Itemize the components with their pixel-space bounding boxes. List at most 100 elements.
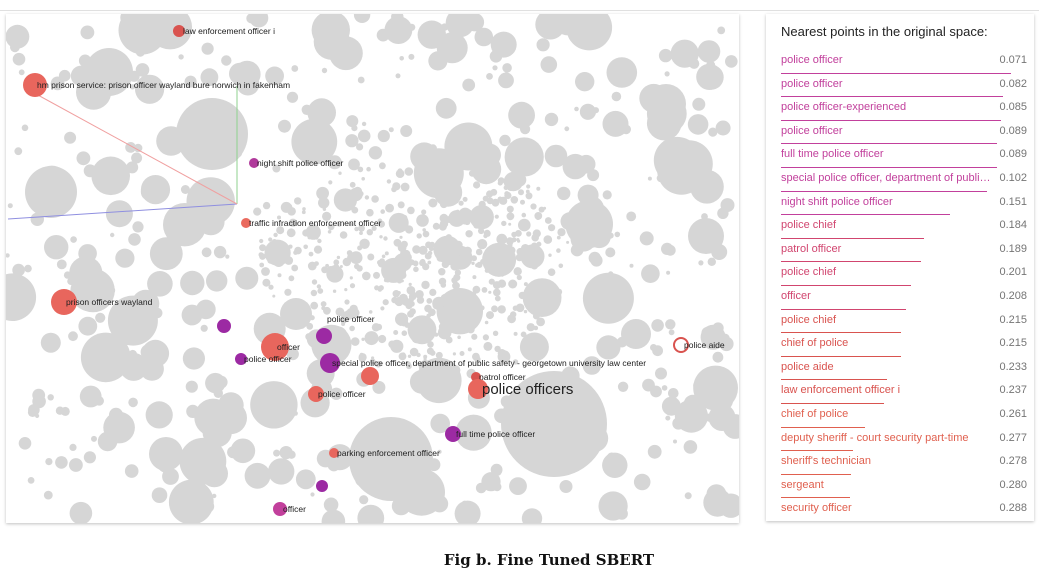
neighbor-item[interactable]: police chief 0.201 [766, 263, 1034, 287]
background-point [579, 196, 605, 221]
neighbor-label[interactable]: police officer-experienced [781, 101, 907, 114]
background-point [494, 345, 501, 353]
neighbor-label[interactable]: police officer [781, 54, 843, 66]
neighbor-label[interactable]: police aide [781, 360, 834, 373]
neighbor-item[interactable]: night shift police officer 0.151 [766, 193, 1034, 217]
background-point [642, 378, 655, 392]
background-point [511, 231, 517, 238]
highlighted-point[interactable] [249, 158, 259, 168]
background-point [471, 333, 478, 340]
neighbor-item[interactable]: police aide 0.233 [766, 358, 1034, 382]
background-point [424, 304, 432, 313]
background-point [436, 32, 468, 64]
highlighted-point[interactable] [51, 289, 77, 315]
background-point [331, 37, 356, 62]
highlighted-point[interactable] [23, 73, 47, 97]
neighbor-item[interactable]: chief of police 0.261 [766, 405, 1034, 429]
background-point [465, 230, 473, 238]
background-point [424, 156, 432, 165]
neighbor-item[interactable]: patrol officer 0.189 [766, 240, 1034, 264]
neighbor-label[interactable]: patrol officer [781, 242, 842, 255]
neighbor-item[interactable]: police officer 0.089 [766, 122, 1034, 146]
neighbor-label[interactable]: security officer [781, 502, 852, 515]
background-point [429, 350, 436, 356]
neighbor-label[interactable]: chief of police [781, 337, 849, 350]
background-point [85, 48, 133, 96]
background-point [664, 71, 670, 77]
background-point [55, 456, 68, 469]
background-point [310, 492, 315, 497]
background-point [78, 316, 98, 336]
neighbor-item[interactable]: police chief 0.215 [766, 311, 1034, 335]
neighbor-item[interactable]: deputy sheriff - court security part-tim… [766, 429, 1034, 453]
highlighted-point[interactable] [273, 502, 287, 516]
neighbor-item[interactable]: police chief 0.184 [766, 216, 1034, 240]
neighbor-label[interactable]: police officer [781, 77, 843, 90]
background-point [339, 265, 343, 268]
highlighted-point[interactable] [329, 448, 339, 458]
neighbor-label[interactable]: officer [781, 289, 811, 302]
highlighted-point[interactable] [308, 386, 324, 402]
background-point [128, 397, 138, 408]
highlighted-point[interactable] [445, 426, 461, 442]
neighbor-item[interactable]: security officer 0.288 [766, 499, 1034, 521]
neighbor-label[interactable]: deputy sheriff - court security part-tim… [781, 431, 969, 444]
highlighted-point[interactable] [320, 353, 340, 373]
background-point [288, 275, 295, 282]
highlighted-point[interactable] [673, 337, 689, 353]
neighbor-distance: 0.215 [999, 313, 1027, 326]
highlighted-point[interactable] [173, 25, 185, 37]
similarity-bar [781, 497, 850, 499]
background-point [510, 311, 517, 318]
background-point [344, 288, 348, 292]
background-point [332, 264, 340, 271]
neighbor-label[interactable]: sheriff's technician [781, 455, 871, 468]
scatter-plot[interactable]: law enforcement officer i hm prison servi… [6, 14, 739, 523]
highlighted-point[interactable] [261, 333, 289, 361]
embedding-projection-canvas[interactable]: law enforcement officer i hm prison servi… [6, 14, 739, 523]
neighbor-item[interactable]: police officer-experienced 0.085 [766, 98, 1034, 122]
background-point [472, 352, 480, 361]
background-point [420, 488, 431, 500]
neighbor-item[interactable]: chief of police 0.215 [766, 334, 1034, 358]
background-point [357, 76, 365, 84]
highlighted-point[interactable] [361, 367, 379, 385]
highlighted-point[interactable] [217, 319, 231, 333]
neighbor-label[interactable]: police chief [781, 266, 837, 279]
neighbor-item[interactable]: police officer 0.071 [766, 51, 1034, 75]
neighbor-label[interactable]: sergeant [781, 478, 824, 491]
neighbor-item[interactable]: officer 0.208 [766, 287, 1034, 311]
background-point [149, 437, 183, 471]
highlighted-point[interactable] [316, 328, 332, 344]
neighbor-label[interactable]: chief of police [781, 407, 849, 420]
highlighted-point[interactable] [241, 218, 251, 228]
highlighted-point[interactable] [468, 379, 488, 399]
neighbor-label[interactable]: full time police officer [781, 148, 884, 161]
neighbor-item[interactable]: sergeant 0.280 [766, 476, 1034, 500]
background-point [416, 357, 462, 404]
background-point [462, 416, 483, 437]
neighbor-item[interactable]: special police officer, department of pu… [766, 169, 1034, 193]
neighbor-item[interactable]: full time police officer 0.089 [766, 145, 1034, 169]
background-point [27, 407, 38, 417]
background-point [498, 72, 514, 89]
highlighted-points[interactable]: law enforcement officer i hm prison servi… [23, 25, 725, 516]
background-point [321, 67, 328, 74]
background-point [445, 14, 475, 38]
highlighted-point[interactable] [316, 480, 328, 492]
neighbor-label[interactable]: special police officer, department of pu… [781, 171, 993, 184]
highlighted-point[interactable] [235, 353, 247, 365]
background-point [135, 63, 150, 77]
background-point [478, 200, 486, 208]
background-point [668, 388, 679, 399]
neighbor-label[interactable]: police officer [781, 124, 843, 137]
neighbor-label[interactable]: police chief [781, 219, 837, 232]
neighbor-label[interactable]: law enforcement officer i [781, 384, 901, 397]
neighbor-item[interactable]: police officer 0.082 [766, 75, 1034, 99]
neighbor-label[interactable]: night shift police officer [781, 195, 893, 208]
neighbor-item[interactable]: law enforcement officer i 0.237 [766, 381, 1034, 405]
neighbor-item[interactable]: sheriff's technician 0.278 [766, 452, 1034, 476]
background-point [621, 319, 651, 349]
background-point [592, 107, 600, 114]
neighbor-label[interactable]: police chief [781, 313, 837, 326]
